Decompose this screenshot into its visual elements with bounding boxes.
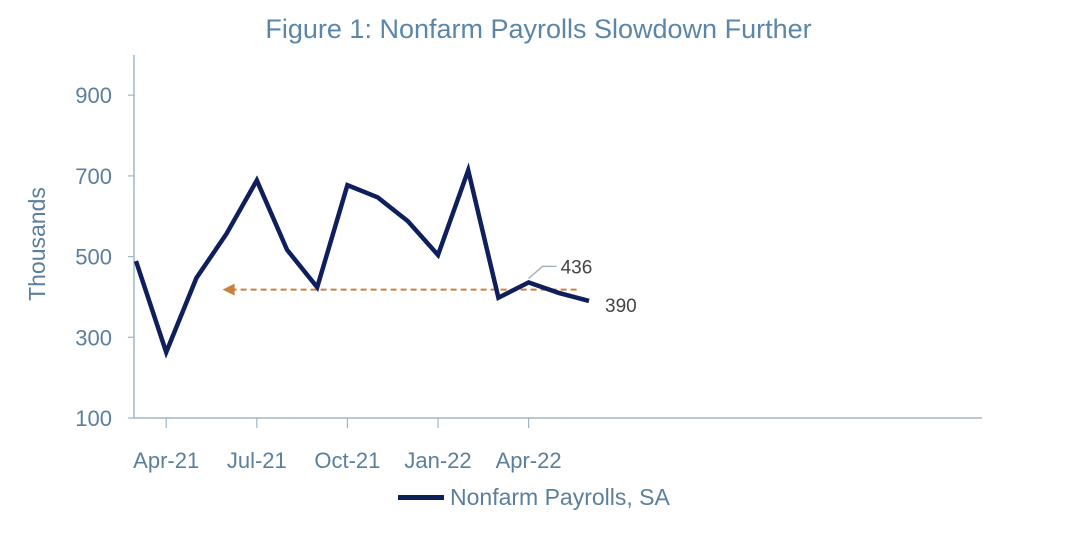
reference-arrowhead bbox=[222, 283, 235, 296]
annotations: 436 390 bbox=[528, 257, 637, 317]
legend-swatch bbox=[398, 495, 444, 500]
x-tick-labels: Apr-21 Jul-21 Oct-21 Jan-22 Apr-22 bbox=[133, 418, 562, 473]
y-tick-label: 900 bbox=[75, 83, 112, 108]
axes bbox=[133, 54, 982, 419]
annotation-label: 390 bbox=[605, 296, 637, 317]
series-group bbox=[133, 162, 590, 359]
y-tick-label: 700 bbox=[75, 164, 112, 189]
y-tick-label: 300 bbox=[75, 325, 112, 350]
x-tick-label: Jan-22 bbox=[404, 448, 471, 473]
y-tick-labels: 100 300 500 700 900 bbox=[75, 83, 134, 431]
x-tick-label: Apr-22 bbox=[496, 448, 562, 473]
x-tick-label: Oct-21 bbox=[314, 448, 380, 473]
reference-line-group bbox=[222, 283, 577, 297]
series-line bbox=[133, 162, 590, 359]
y-tick-label: 500 bbox=[75, 245, 112, 270]
chart-title: Figure 1: Nonfarm Payrolls Slowdown Furt… bbox=[265, 14, 812, 44]
annotation-label: 436 bbox=[561, 257, 593, 278]
y-tick-label: 100 bbox=[75, 406, 112, 431]
legend-label: Nonfarm Payrolls, SA bbox=[450, 484, 670, 510]
legend: Nonfarm Payrolls, SA bbox=[398, 484, 670, 511]
y-axis-label: Thousands bbox=[24, 187, 50, 301]
x-tick-label: Apr-21 bbox=[133, 448, 199, 473]
x-tick-label: Jul-21 bbox=[227, 448, 287, 473]
annotation-leader bbox=[528, 265, 557, 279]
